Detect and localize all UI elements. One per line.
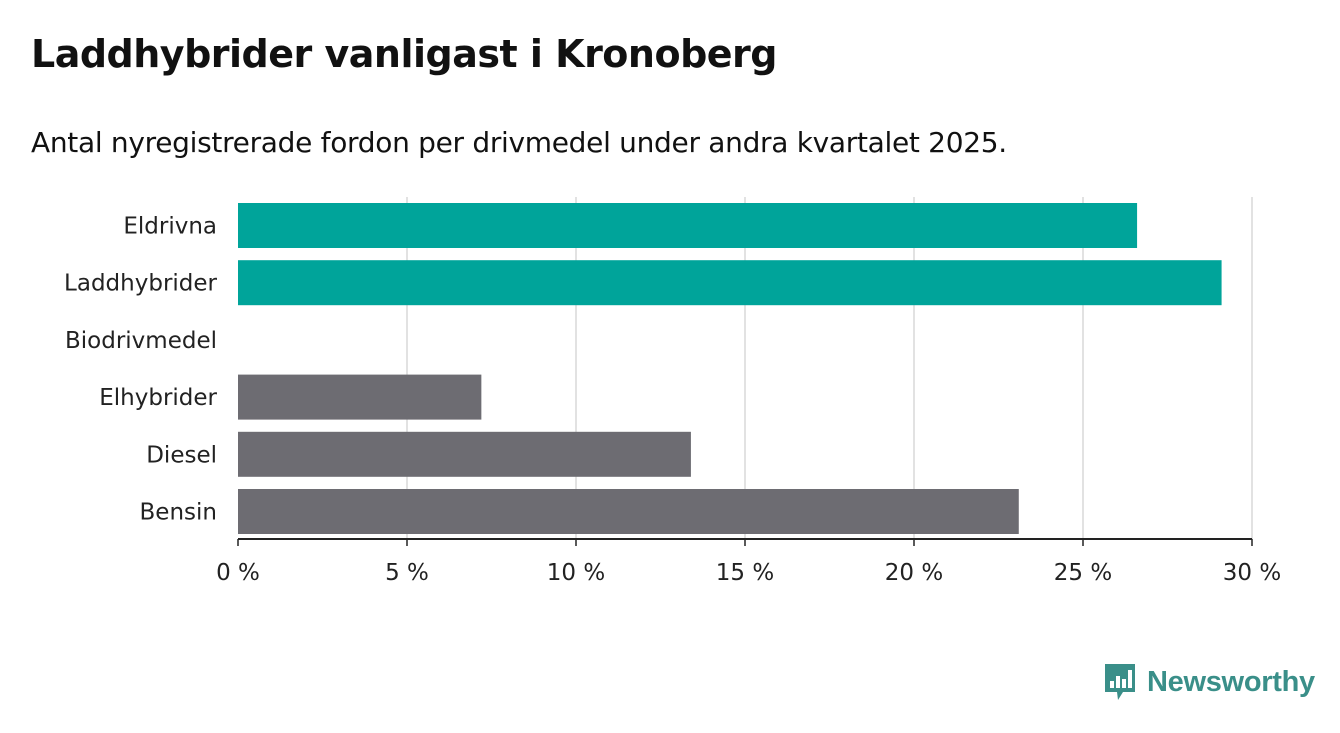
x-tick-label: 10 % — [547, 560, 605, 586]
grid-lines — [407, 197, 1252, 539]
bar — [238, 260, 1222, 305]
category-label: Bensin — [140, 500, 217, 526]
newsworthy-logo-icon — [1103, 662, 1137, 702]
category-label: Biodrivmedel — [65, 328, 217, 354]
newsworthy-logo: Newsworthy — [1103, 662, 1315, 702]
x-axis: 0 % 5 % 10 % 15 % 20 % 25 % 30 % — [216, 539, 1281, 586]
x-tick-label: 5 % — [385, 560, 429, 586]
bar — [238, 489, 1019, 534]
bar — [238, 375, 481, 420]
category-label: Eldrivna — [123, 214, 217, 240]
x-tick-label: 15 % — [716, 560, 774, 586]
x-tick-label: 30 % — [1223, 560, 1281, 586]
category-label: Elhybrider — [99, 385, 217, 411]
bar — [238, 432, 691, 477]
category-label: Laddhybrider — [64, 271, 217, 297]
x-tick-label: 20 % — [885, 560, 943, 586]
category-labels: Eldrivna Laddhybrider Biodrivmedel Elhybrid… — [64, 214, 217, 526]
category-label: Diesel — [146, 442, 217, 468]
x-tick-label: 0 % — [216, 560, 260, 586]
x-tick-label: 25 % — [1054, 560, 1112, 586]
brand-name: Newsworthy — [1147, 666, 1315, 699]
bars — [238, 203, 1222, 534]
bar — [238, 203, 1137, 248]
bar-chart: Eldrivna Laddhybrider Biodrivmedel Elhybrid… — [0, 0, 1340, 733]
